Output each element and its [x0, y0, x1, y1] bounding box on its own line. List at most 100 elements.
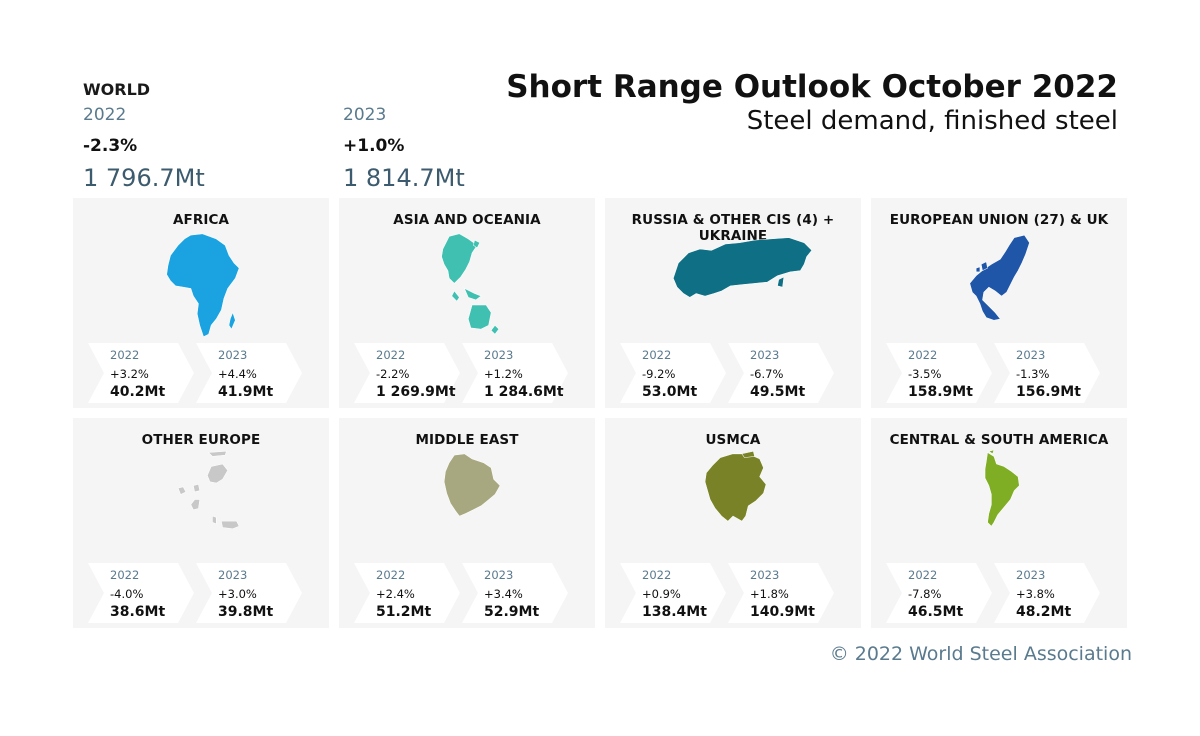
region-card: EUROPEAN UNION (27) & UK 2022 -3.5% 158.9Mt… — [871, 198, 1127, 408]
chevron-arrow-shape — [620, 343, 726, 403]
forecast-change: +3.4% — [484, 587, 523, 601]
region-name: MIDDLE EAST — [415, 432, 519, 448]
forecast-year: 2022 — [376, 568, 406, 582]
forecast-year: 2023 — [750, 568, 780, 582]
forecast-change: -1.3% — [1016, 367, 1050, 381]
forecast-year: 2022 — [642, 568, 672, 582]
region-name: USMCA — [705, 432, 761, 448]
forecast-2023: 2023 +4.4% 41.9Mt — [196, 343, 302, 403]
forecast-2023: 2023 -6.7% 49.5Mt — [728, 343, 834, 403]
forecast-value: 158.9Mt — [908, 384, 973, 400]
region-name: CENTRAL & SOUTH AMERICA — [889, 432, 1109, 448]
forecast-year: 2023 — [218, 568, 248, 582]
world-2023-year: 2023 — [343, 105, 387, 125]
forecast-year: 2022 — [110, 348, 140, 362]
forecast-2022: 2022 +0.9% 138.4Mt — [620, 563, 726, 623]
forecast-year: 2023 — [484, 568, 514, 582]
chart-title: Short Range Outlook October 2022 Steel d… — [506, 68, 1118, 136]
other-europe-map-icon — [177, 450, 240, 530]
forecast-change: +1.8% — [750, 587, 789, 601]
forecast-value: 38.6Mt — [110, 604, 166, 620]
forecast-year: 2023 — [750, 348, 780, 362]
forecast-year: 2022 — [110, 568, 140, 582]
forecast-2022: 2022 +2.4% 51.2Mt — [354, 563, 460, 623]
forecast-change: -3.5% — [908, 367, 942, 381]
forecast-year: 2023 — [1016, 348, 1046, 362]
forecast-change: -4.0% — [110, 587, 144, 601]
chevron-arrow-shape — [728, 563, 834, 623]
forecast-value: 51.2Mt — [376, 604, 432, 620]
region-card: CENTRAL & SOUTH AMERICA 2022 -7.8% 46.5Mt 20… — [871, 418, 1127, 628]
forecast-2022: 2022 -4.0% 38.6Mt — [88, 563, 194, 623]
world-2023-value: 1 814.7Mt — [343, 164, 465, 192]
forecast-value: 140.9Mt — [750, 604, 815, 620]
chevron-arrow-shape — [994, 563, 1100, 623]
forecast-year: 2022 — [908, 348, 938, 362]
forecast-change: +0.9% — [642, 587, 681, 601]
forecast-change: +3.0% — [218, 587, 257, 601]
forecast-2022: 2022 -3.5% 158.9Mt — [886, 343, 992, 403]
world-2022-year: 2022 — [83, 105, 127, 125]
forecast-2023: 2023 +3.8% 48.2Mt — [994, 563, 1100, 623]
asia-oceania-map-icon — [441, 233, 500, 335]
forecast-value: 1 269.9Mt — [376, 384, 456, 400]
forecast-change: +3.8% — [1016, 587, 1055, 601]
forecast-2022: 2022 -7.8% 46.5Mt — [886, 563, 992, 623]
chevron-arrow-shape — [994, 343, 1100, 403]
region-card: OTHER EUROPE 2022 -4.0% 38.6Mt 2023 +3.0% 39.8… — [73, 418, 329, 628]
forecast-year: 2023 — [484, 348, 514, 362]
region-name: ASIA AND OCEANIA — [393, 212, 541, 228]
forecast-2023: 2023 +1.8% 140.9Mt — [728, 563, 834, 623]
forecast-value: 39.8Mt — [218, 604, 274, 620]
africa-map-icon — [166, 233, 240, 338]
forecast-change: -9.2% — [642, 367, 676, 381]
forecast-year: 2022 — [908, 568, 938, 582]
forecast-value: 46.5Mt — [908, 604, 964, 620]
region-name: RUSSIA & OTHER CIS (4) + UKRAINE — [631, 212, 835, 244]
forecast-year: 2023 — [1016, 568, 1046, 582]
world-label: WORLD — [83, 80, 151, 99]
forecast-2022: 2022 -2.2% 1 269.9Mt — [354, 343, 460, 403]
chevron-arrow-shape — [196, 563, 302, 623]
chevron-arrow-shape — [886, 343, 992, 403]
world-2023-change: +1.0% — [343, 136, 405, 156]
forecast-value: 138.4Mt — [642, 604, 707, 620]
forecast-2023: 2023 -1.3% 156.9Mt — [994, 343, 1100, 403]
region-card: RUSSIA & OTHER CIS (4) + UKRAINE 2022 -9.2… — [605, 198, 861, 408]
russia-cis-map-icon — [673, 237, 813, 298]
chevron-arrow-shape — [728, 343, 834, 403]
region-name: EUROPEAN UNION (27) & UK — [889, 212, 1109, 228]
region-card: MIDDLE EAST 2022 +2.4% 51.2Mt 2023 +3.4% 52.9M… — [339, 418, 595, 628]
forecast-value: 48.2Mt — [1016, 604, 1072, 620]
forecast-value: 41.9Mt — [218, 384, 274, 400]
chevron-arrow-shape — [354, 343, 460, 403]
north-america-map-icon — [704, 450, 767, 522]
world-2022-value: 1 796.7Mt — [83, 164, 205, 192]
chevron-arrow-shape — [886, 563, 992, 623]
region-card: AFRICA 2022 +3.2% 40.2Mt 2023 +4.4% 41.9Mt — [73, 198, 329, 408]
world-2023: 2023 +1.0% 1 814.7Mt — [343, 105, 465, 192]
chevron-arrow-shape — [196, 343, 302, 403]
forecast-value: 53.0Mt — [642, 384, 698, 400]
forecast-year: 2022 — [376, 348, 406, 362]
forecast-change: +4.4% — [218, 367, 257, 381]
forecast-year: 2022 — [642, 348, 672, 362]
chevron-arrow-shape — [88, 343, 194, 403]
region-name: AFRICA — [172, 212, 230, 228]
forecast-2023: 2023 +3.4% 52.9Mt — [462, 563, 568, 623]
eu-uk-map-icon — [969, 234, 1030, 321]
chevron-arrow-shape — [462, 343, 568, 403]
world-2022: 2022 -2.3% 1 796.7Mt — [83, 105, 205, 192]
forecast-change: +2.4% — [376, 587, 415, 601]
forecast-value: 40.2Mt — [110, 384, 166, 400]
forecast-change: -7.8% — [908, 587, 942, 601]
forecast-year: 2023 — [218, 348, 248, 362]
forecast-value: 1 284.6Mt — [484, 384, 564, 400]
forecast-2023: 2023 +3.0% 39.8Mt — [196, 563, 302, 623]
chevron-arrow-shape — [462, 563, 568, 623]
forecast-change: -6.7% — [750, 367, 784, 381]
forecast-2022: 2022 -9.2% 53.0Mt — [620, 343, 726, 403]
page-subtitle: Steel demand, finished steel — [746, 106, 1118, 136]
world-2022-change: -2.3% — [83, 136, 138, 156]
middle-east-map-icon — [443, 453, 501, 517]
